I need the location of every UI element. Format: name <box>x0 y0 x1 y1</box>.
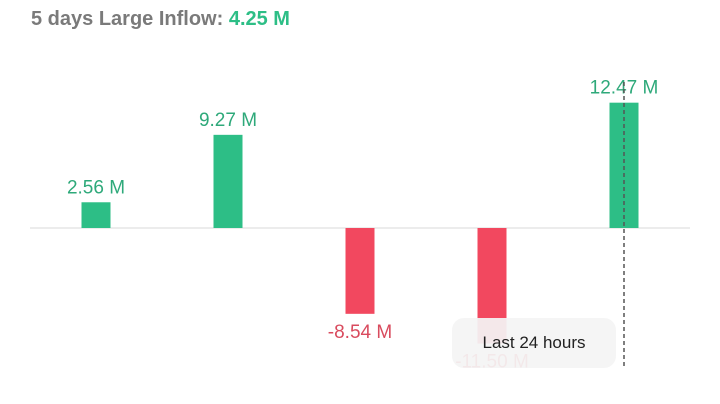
bar-5 <box>609 102 639 228</box>
bar-value-label-3: -8.54 M <box>328 322 392 343</box>
bar-value-label-2: 9.27 M <box>199 110 257 131</box>
bar-2 <box>213 134 243 228</box>
tooltip-text: Last 24 hours <box>482 333 586 352</box>
bar-value-label-5: 12.47 M <box>590 78 659 99</box>
inflow-total-value: 4.25 M <box>228 8 290 30</box>
bar-value-label-1: 2.56 M <box>67 177 125 198</box>
chart-title: 5 days Large Inflow: 4.25 M <box>31 8 290 31</box>
bar-3 <box>345 228 375 314</box>
crosshair-tooltip: Last 24 hours <box>452 318 616 368</box>
bar-1 <box>81 202 111 228</box>
title-label: 5 days Large Inflow: <box>31 8 224 30</box>
